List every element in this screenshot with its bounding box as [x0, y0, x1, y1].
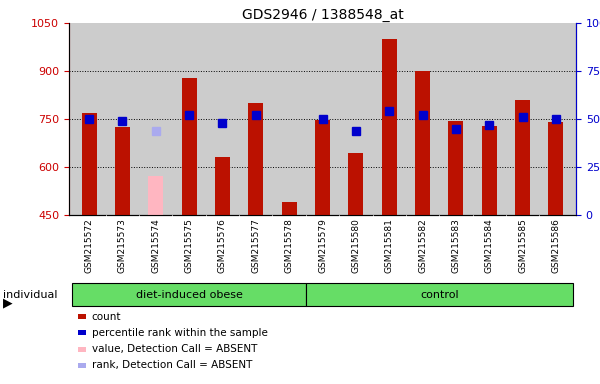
Text: control: control	[420, 290, 458, 300]
FancyBboxPatch shape	[306, 283, 572, 306]
Bar	[448, 121, 463, 215]
Text: GSM215577: GSM215577	[251, 218, 260, 273]
Text: ▶: ▶	[3, 296, 13, 309]
Text: rank, Detection Call = ABSENT: rank, Detection Call = ABSENT	[92, 360, 252, 370]
Text: GSM215573: GSM215573	[118, 218, 127, 273]
Text: GSM215585: GSM215585	[518, 218, 527, 273]
Text: GSM215579: GSM215579	[318, 218, 327, 273]
Text: GSM215581: GSM215581	[385, 218, 394, 273]
FancyBboxPatch shape	[73, 283, 306, 306]
Bar	[215, 157, 230, 215]
Text: value, Detection Call = ABSENT: value, Detection Call = ABSENT	[92, 344, 257, 354]
Bar	[148, 176, 163, 215]
Bar	[548, 122, 563, 215]
Text: GSM215576: GSM215576	[218, 218, 227, 273]
Text: individual: individual	[3, 290, 58, 300]
Text: GSM215582: GSM215582	[418, 218, 427, 273]
Bar	[182, 78, 197, 215]
Bar	[349, 153, 364, 215]
Text: GSM215583: GSM215583	[451, 218, 460, 273]
Bar	[281, 202, 296, 215]
Text: percentile rank within the sample: percentile rank within the sample	[92, 328, 268, 338]
Bar	[482, 126, 497, 215]
Bar	[415, 71, 430, 215]
Text: GSM215584: GSM215584	[485, 218, 494, 273]
Text: GSM215574: GSM215574	[151, 218, 160, 273]
Bar	[382, 39, 397, 215]
Text: GSM215572: GSM215572	[85, 218, 94, 273]
Text: count: count	[92, 312, 121, 322]
Text: GSM215575: GSM215575	[185, 218, 194, 273]
Text: GSM215586: GSM215586	[551, 218, 560, 273]
Bar	[115, 127, 130, 215]
Bar	[515, 100, 530, 215]
Text: GSM215578: GSM215578	[284, 218, 293, 273]
Text: diet-induced obese: diet-induced obese	[136, 290, 242, 300]
Title: GDS2946 / 1388548_at: GDS2946 / 1388548_at	[242, 8, 403, 22]
Bar	[248, 103, 263, 215]
Bar	[315, 120, 330, 215]
Text: GSM215580: GSM215580	[352, 218, 361, 273]
Bar	[82, 113, 97, 215]
